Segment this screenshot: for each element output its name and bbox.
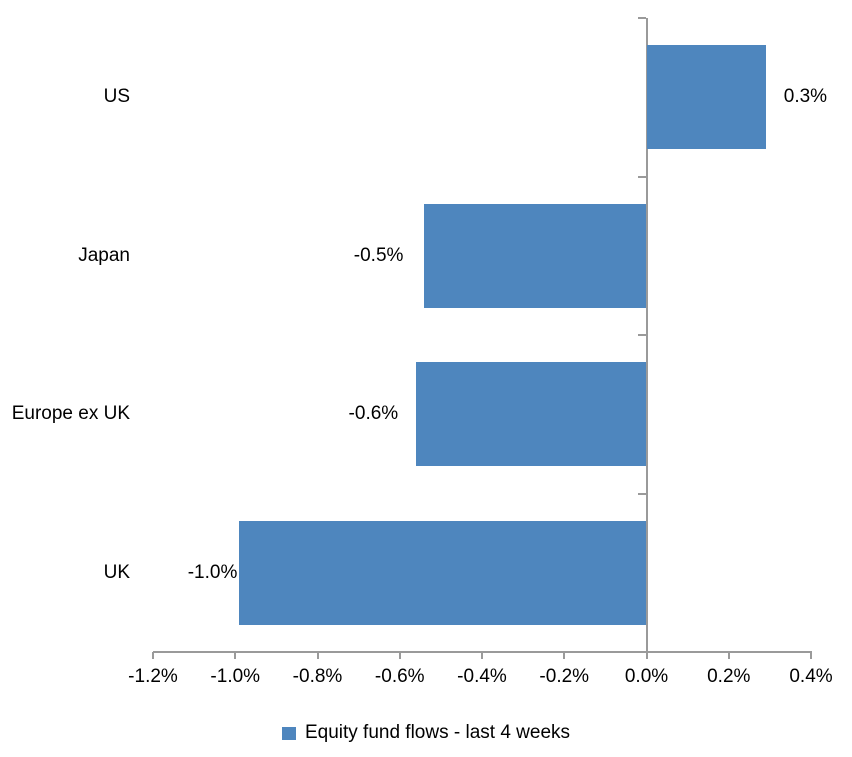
data-label: -0.6% [348, 403, 399, 425]
category-axis-tick [637, 492, 646, 495]
legend-label: Equity fund flows - last 4 weeks [304, 722, 571, 743]
bar-europe-ex-uk [416, 362, 647, 467]
x-axis-tick [645, 652, 648, 659]
x-axis-tick [234, 652, 237, 659]
x-axis-tick [810, 652, 812, 659]
data-label: -1.0% [187, 561, 238, 583]
bar-us [646, 45, 766, 150]
bar-uk [239, 520, 647, 625]
bar-japan [424, 203, 647, 308]
x-tick-label: -0.6% [374, 666, 425, 687]
x-tick-label: 0.2% [707, 666, 751, 687]
x-tick-label: -1.2% [128, 666, 178, 687]
x-tick-label: -1.0% [210, 666, 261, 687]
x-axis-tick [398, 652, 401, 659]
data-label: 0.3% [783, 86, 828, 108]
category-axis-tick [637, 17, 646, 19]
data-label: -0.5% [353, 244, 404, 266]
x-tick-label: 0.0% [624, 666, 669, 687]
x-axis-tick [481, 652, 483, 659]
x-axis-tick [563, 652, 566, 659]
x-tick-label: 0.4% [789, 666, 833, 687]
category-label: Europe ex UK [11, 403, 130, 425]
x-tick-label: -0.2% [539, 666, 590, 687]
x-axis-tick [727, 652, 730, 659]
legend: Equity fund flows - last 4 weeks [0, 718, 852, 748]
category-label: UK [103, 561, 130, 583]
x-axis-tick [152, 652, 154, 659]
category-label: US [103, 86, 130, 108]
legend-swatch-icon [281, 726, 296, 740]
category-axis-tick [637, 175, 646, 178]
zero-axis-line [645, 18, 648, 659]
category-label: Japan [78, 244, 130, 266]
category-axis-tick [637, 334, 646, 336]
x-tick-label: -0.4% [457, 666, 507, 687]
category-axis-tick [637, 651, 646, 653]
x-axis-tick [316, 652, 319, 659]
x-tick-label: -0.8% [292, 666, 343, 687]
